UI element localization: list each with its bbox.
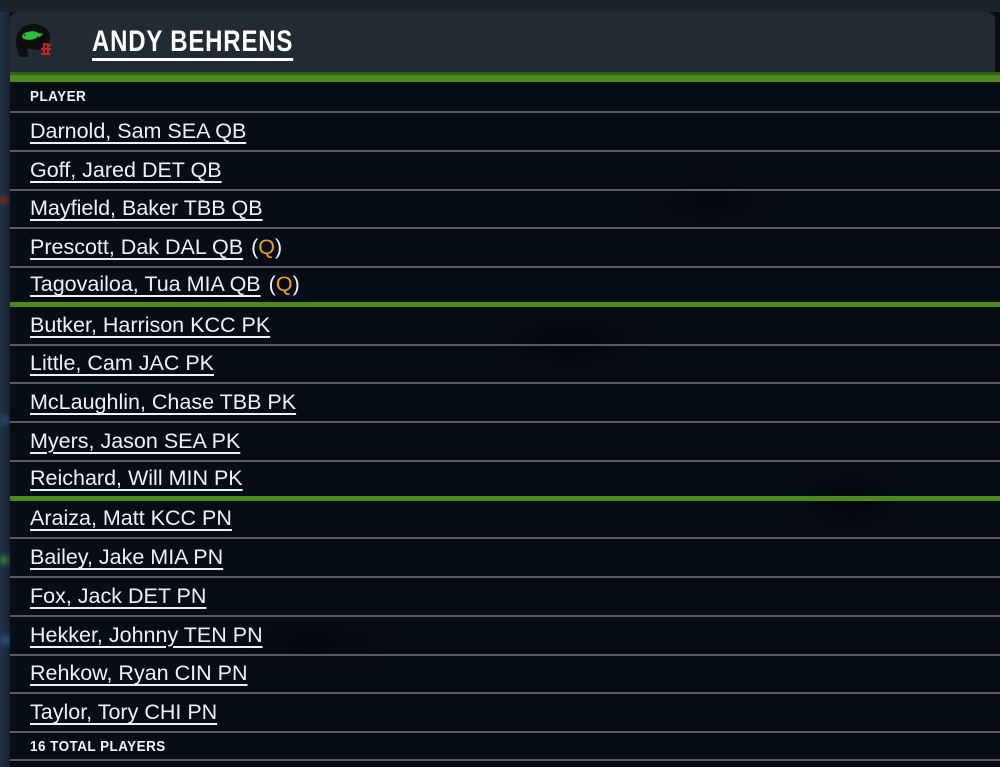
table-row: Rehkow, Ryan CIN PN [10, 656, 1000, 695]
player-link[interactable]: Fox, Jack DET PN [30, 583, 207, 608]
player-link[interactable]: Prescott, Dak DAL QB [30, 235, 244, 260]
table-row: Little, Cam JAC PK [10, 346, 1000, 385]
player-table: PLAYER Darnold, Sam SEA QB Goff, Jared D… [10, 82, 1000, 767]
total-players-footer: 16 TOTAL PLAYERS [10, 733, 1000, 761]
team-name-link[interactable]: ANDY BEHRENS [92, 25, 294, 58]
table-row: Myers, Jason SEA PK [10, 423, 1000, 462]
status-letter: Q [275, 272, 293, 297]
status-tag: (Q) [251, 235, 282, 260]
table-row: Araiza, Matt KCC PN [10, 501, 1000, 540]
status-paren-open: ( [251, 235, 259, 260]
player-link[interactable]: Myers, Jason SEA PK [30, 428, 241, 453]
player-link[interactable]: Rehkow, Ryan CIN PN [30, 661, 248, 686]
green-accent-bar [10, 72, 1000, 82]
player-link[interactable]: Tagovailoa, Tua MIA QB [30, 272, 261, 297]
table-row: Bailey, Jake MIA PN [10, 539, 1000, 578]
team-header: ANDY BEHRENS [10, 12, 995, 72]
player-link[interactable]: McLaughlin, Chase TBB PK [30, 390, 297, 415]
player-link[interactable]: Araiza, Matt KCC PN [30, 506, 232, 531]
player-link[interactable]: Darnold, Sam SEA QB [30, 118, 247, 143]
player-link[interactable]: Hekker, Johnny TEN PN [30, 622, 263, 647]
player-link[interactable]: Taylor, Tory CHI PN [30, 700, 218, 725]
column-header-player: PLAYER [10, 82, 1000, 113]
table-row: Butker, Harrison KCC PK [10, 307, 1000, 346]
player-link[interactable]: Mayfield, Baker TBB QB [30, 196, 263, 221]
table-row: Reichard, Will MIN PK [10, 462, 1000, 501]
status-paren-close: ) [292, 272, 300, 297]
table-row: Goff, Jared DET QB [10, 152, 1000, 191]
table-row: Tagovailoa, Tua MIA QB (Q) [10, 268, 1000, 307]
player-link[interactable]: Little, Cam JAC PK [30, 351, 214, 376]
column-header-label: PLAYER [30, 88, 87, 105]
table-row: Prescott, Dak DAL QB (Q) [10, 229, 1000, 268]
status-paren-open: ( [268, 272, 276, 297]
status-paren-close: ) [275, 235, 283, 260]
player-link[interactable]: Butker, Harrison KCC PK [30, 312, 271, 337]
table-row: McLaughlin, Chase TBB PK [10, 384, 1000, 423]
table-row: Taylor, Tory CHI PN [10, 694, 1000, 733]
table-row: Fox, Jack DET PN [10, 578, 1000, 617]
player-link[interactable]: Reichard, Will MIN PK [30, 466, 243, 491]
table-row: Mayfield, Baker TBB QB [10, 191, 1000, 230]
table-row: Hekker, Johnny TEN PN [10, 617, 1000, 656]
table-row: Darnold, Sam SEA QB [10, 113, 1000, 152]
status-letter: Q [258, 235, 275, 260]
player-link[interactable]: Goff, Jared DET QB [30, 157, 222, 182]
player-link[interactable]: Bailey, Jake MIA PN [30, 545, 224, 570]
status-tag: (Q) [269, 272, 300, 297]
total-players-label: 16 TOTAL PLAYERS [30, 737, 166, 755]
football-helmet-fish-icon [14, 22, 52, 62]
roster-panel: ANDY BEHRENS PLAYER Darnold, Sam SEA QB … [10, 12, 1000, 767]
